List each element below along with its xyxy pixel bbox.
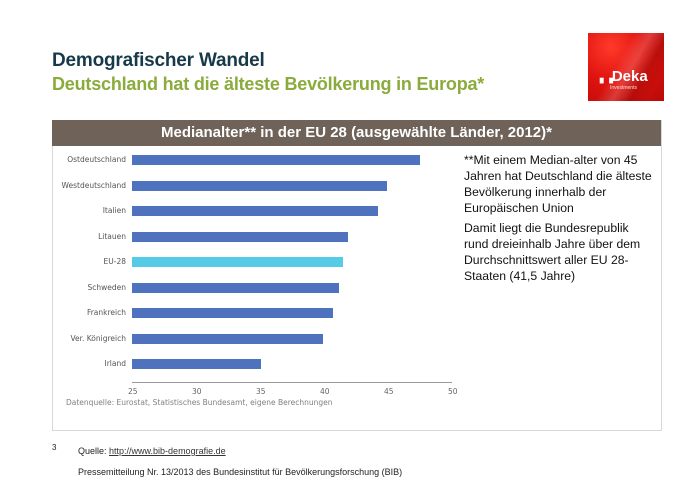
bar-westdeutschland [132, 180, 387, 191]
x-tick-label: 25 [128, 386, 138, 396]
bar-ostdeutschland [132, 155, 420, 165]
bar-litauen [132, 231, 349, 242]
x-axis-line [132, 381, 452, 383]
page-number: 3 [52, 443, 57, 452]
category-label: Italien [102, 206, 126, 215]
note-paragraph-2: Damit liegt die Bundesrepublik rund drei… [464, 221, 641, 283]
category-label: Ostdeutschland [67, 155, 126, 164]
bar-eu-28 [132, 257, 344, 267]
bar-schweden [132, 282, 340, 293]
category-label: Irland [104, 359, 127, 368]
chart-panel [52, 120, 662, 431]
logo-subtext: Investments [610, 85, 637, 91]
category-label: Litauen [98, 231, 126, 241]
logo-brand: ▖▗Deka [600, 68, 648, 85]
note-text: **Mit einem Median-alter von 45 Jahren h… [464, 152, 654, 288]
category-label: Westdeutschland [61, 180, 127, 190]
deka-logo: ▖▗Deka Investments [588, 33, 664, 101]
category-label: EU-28 [103, 257, 126, 266]
slide-subtitle: Deutschland hat die älteste Bevölkerung … [52, 74, 485, 94]
note-paragraph-1: **Mit einem Median-alter von 45 Jahren h… [464, 153, 652, 215]
bar-ver-königreich [132, 333, 323, 344]
x-tick-label: 45 [384, 386, 394, 396]
chart-title: Medianalter** in der EU 28 (ausgewählte … [52, 120, 661, 146]
category-label: Frankreich [86, 308, 126, 317]
x-tick-label: 30 [192, 386, 202, 396]
bar-chart: Ostdeutschland Westdeutschland Italien Lita… [52, 146, 462, 416]
bar-italien [132, 206, 378, 216]
source-line: Quelle: http://www.bib-demografie.de [78, 446, 226, 456]
category-label: Ver. Königreich [70, 333, 126, 343]
x-tick-label: 40 [320, 386, 330, 396]
source-link[interactable]: http://www.bib-demografie.de [109, 446, 226, 456]
logo-fabric-texture [588, 33, 664, 101]
chart-source: Datenquelle: Eurostat, Statistisches Bun… [66, 398, 333, 407]
category-label: Schweden [87, 282, 126, 292]
bar-irland [132, 359, 262, 369]
bar-marks-icon: ▖▗ [600, 73, 613, 83]
slide-title: Demografischer Wandel [52, 50, 265, 71]
bar-frankreich [132, 308, 333, 318]
x-tick-label: 50 [448, 386, 458, 396]
source-label: Quelle: [78, 446, 110, 456]
x-tick-label: 35 [256, 386, 266, 396]
logo-brand-text: Deka [611, 68, 648, 85]
press-release-line: Pressemitteilung Nr. 13/2013 des Bundesi… [78, 467, 403, 477]
